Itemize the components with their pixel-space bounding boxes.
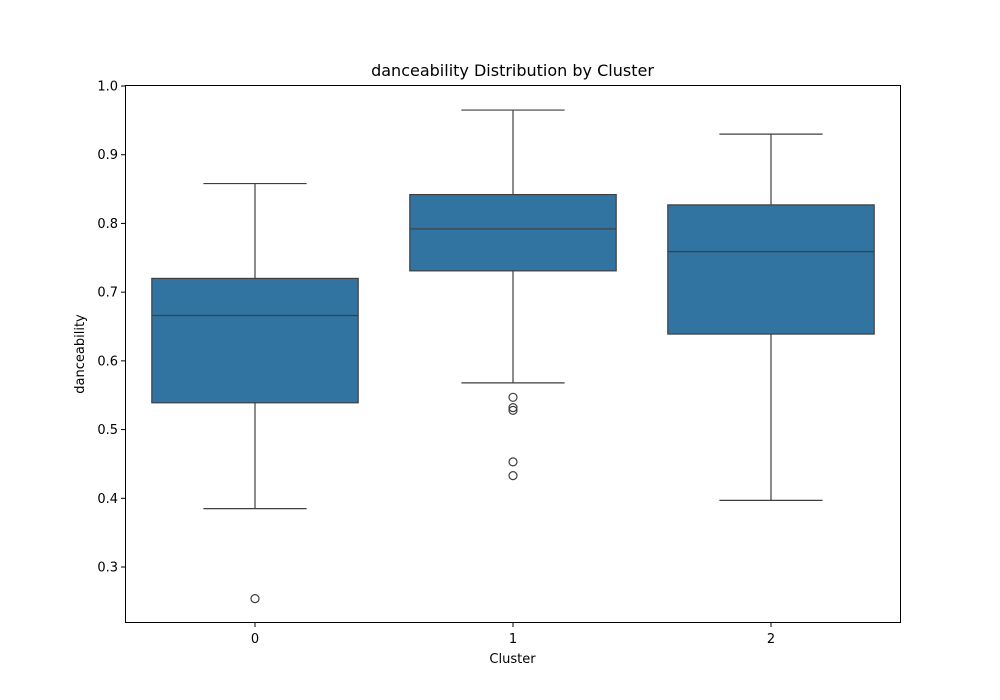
iqr-box (667, 204, 875, 335)
y-tick-label: 0.9 (97, 148, 118, 163)
x-tick-label: 1 (509, 632, 517, 647)
y-tick-label: 0.6 (97, 354, 118, 369)
outlier-point (508, 403, 518, 413)
y-tick-label: 0.3 (97, 561, 118, 576)
x-axis-label: Cluster (489, 652, 536, 667)
y-axis-label: danceability (73, 314, 88, 394)
chart-title: danceability Distribution by Cluster (371, 61, 654, 80)
outlier-point (508, 405, 518, 415)
outlier-point (508, 392, 518, 402)
box-group-cluster-1 (409, 109, 617, 481)
x-tick-label: 2 (767, 632, 775, 647)
y-tick-label: 0.4 (97, 492, 118, 507)
y-tick-label: 0.8 (97, 217, 118, 232)
plot-area (151, 109, 875, 604)
iqr-box (409, 193, 617, 272)
x-axis: 0 1 2 (251, 622, 775, 647)
iqr-box (151, 277, 359, 404)
box-group-cluster-2 (667, 133, 875, 501)
outlier-point (250, 594, 260, 604)
y-tick-label: 0.5 (97, 423, 118, 438)
box-group-cluster-0 (151, 182, 359, 604)
x-tick-label: 0 (251, 632, 259, 647)
y-tick-label: 0.7 (97, 286, 118, 301)
y-tick-label: 1.0 (97, 80, 118, 95)
outlier-point (508, 457, 518, 467)
outlier-point (508, 471, 518, 481)
y-axis: 0.3 0.4 0.5 0.6 0.7 0.8 0.9 1.0 (97, 80, 126, 576)
